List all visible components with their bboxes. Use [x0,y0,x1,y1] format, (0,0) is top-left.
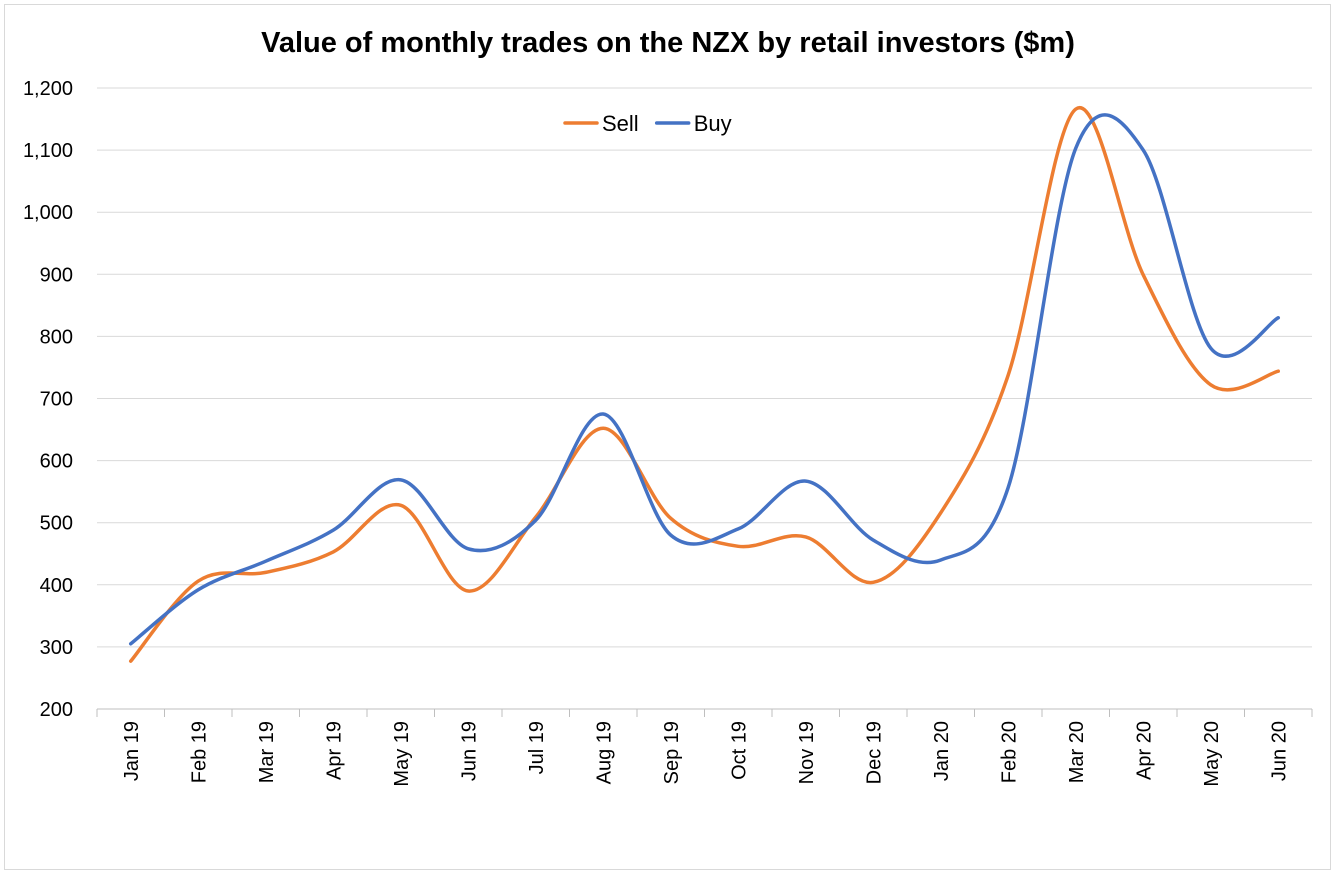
x-tick-label: Jun 19 [458,721,480,781]
x-tick-label: Mar 19 [256,721,278,783]
x-tick-label: Sep 19 [661,721,683,784]
chart-title: Value of monthly trades on the NZX by re… [261,27,1075,59]
y-tick-label: 800 [40,326,73,348]
x-tick-label: Mar 20 [1066,721,1088,783]
x-tick-label: Aug 19 [593,721,615,784]
x-tick-label: Nov 19 [796,721,818,784]
y-tick-label: 200 [40,699,73,721]
y-tick-label: 1,100 [23,140,73,162]
x-tick-label: Jul 19 [526,721,548,774]
x-tick-label: Apr 20 [1133,721,1155,780]
series-line-sell [129,106,1280,663]
x-tick-label: Dec 19 [863,721,885,784]
y-tick-label: 600 [40,451,73,473]
x-tick-label: Feb 19 [188,721,210,783]
x-tick-label: Oct 19 [728,721,750,780]
legend-label-sell: Sell [602,111,639,136]
x-tick-label: May 19 [391,721,413,787]
y-tick-label: 500 [40,513,73,535]
y-tick-label: 900 [40,264,73,286]
chart-border [4,4,1331,870]
y-tick-label: 300 [40,637,73,659]
y-tick-label: 700 [40,389,73,411]
x-tick-label: Jan 20 [931,721,953,781]
y-tick-label: 1,200 [23,78,73,100]
x-tick-label: May 20 [1201,721,1223,787]
y-tick-label: 1,000 [23,202,73,224]
y-tick-label: 400 [40,575,73,597]
x-tick-label: Feb 20 [998,721,1020,783]
x-tick-label: Jun 20 [1268,721,1290,781]
x-tick-label: Apr 19 [323,721,345,780]
legend-label-buy: Buy [694,111,732,136]
x-tick-label: Jan 19 [121,721,143,781]
series-line-buy [129,113,1280,646]
